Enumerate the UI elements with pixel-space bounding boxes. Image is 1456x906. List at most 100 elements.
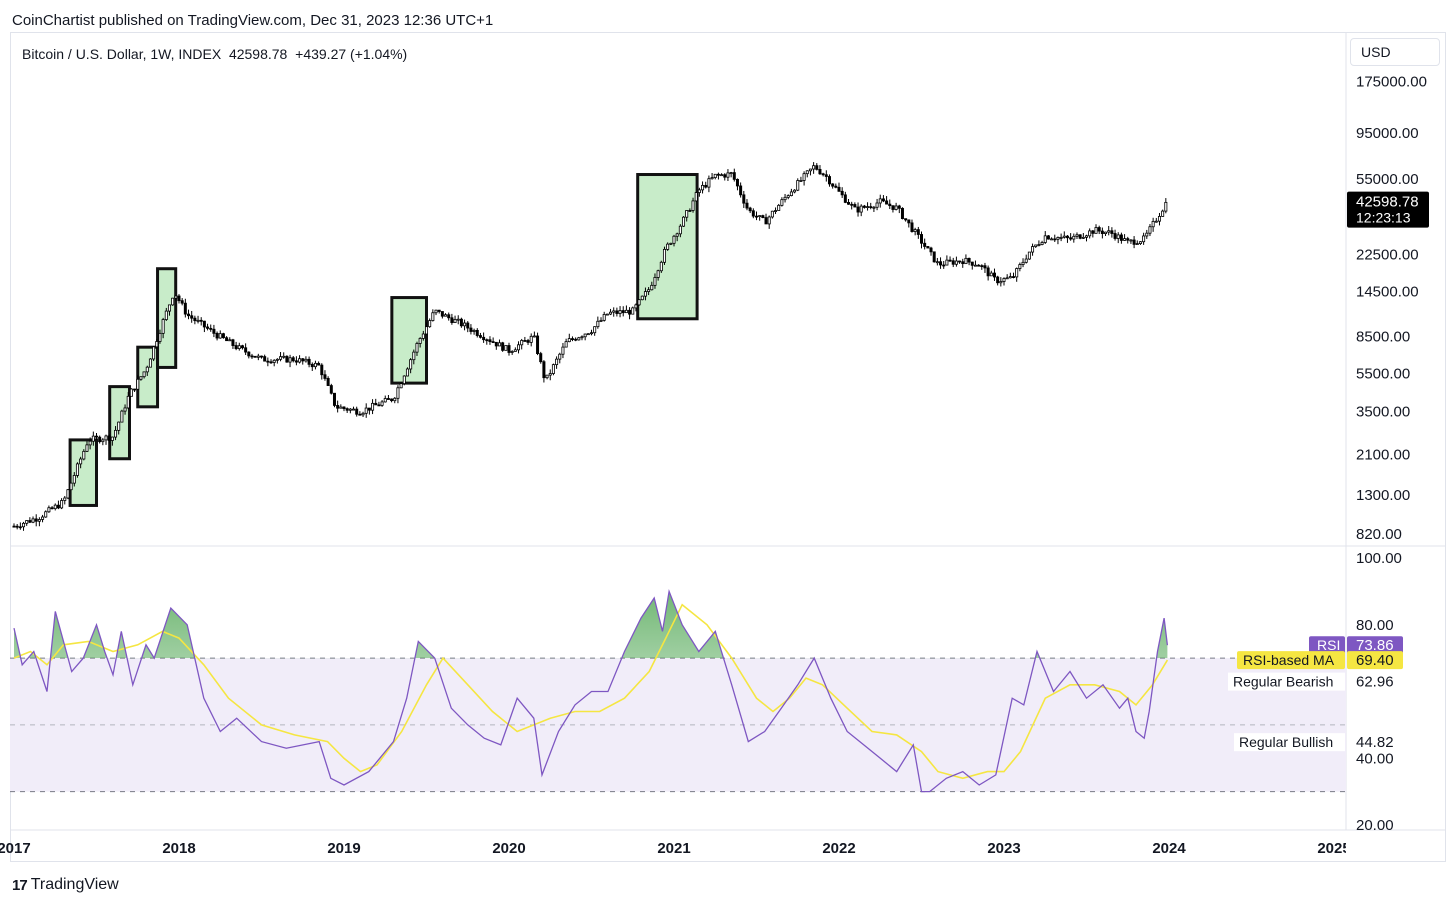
price-candle	[1034, 244, 1038, 247]
rsi-ma-line	[13, 603, 1169, 780]
price-candle	[307, 358, 311, 365]
price-candle	[774, 210, 778, 212]
price-candle	[783, 196, 787, 201]
price-candle	[697, 189, 701, 193]
price-candle	[561, 346, 565, 355]
price-candle	[713, 173, 717, 178]
price-candle	[374, 402, 378, 406]
price-candle	[469, 327, 473, 332]
price-candle	[190, 315, 194, 319]
price-candle	[929, 247, 933, 253]
price-candle	[244, 347, 248, 353]
price-candle	[1078, 234, 1082, 239]
tradingview-brand[interactable]: 17 TradingView	[12, 876, 119, 894]
price-candle	[1094, 227, 1098, 234]
price-candle	[935, 261, 939, 264]
price-candle	[167, 304, 171, 312]
price-candle	[206, 326, 210, 329]
price-candle	[1151, 221, 1155, 228]
price-candle	[656, 270, 660, 278]
price-candle	[466, 322, 470, 329]
price-candle	[152, 346, 156, 360]
price-candle	[412, 351, 416, 361]
price-candle	[329, 385, 333, 394]
price-candle	[396, 387, 400, 399]
price-candle	[678, 225, 682, 235]
price-candle	[212, 328, 216, 334]
price-candle	[840, 190, 844, 196]
time-tick-label: 2022	[822, 840, 855, 857]
price-candle	[488, 339, 492, 343]
price-candle	[954, 260, 958, 265]
price-candle	[380, 401, 384, 406]
price-candle	[228, 339, 232, 342]
price-candle	[958, 260, 962, 263]
price-candle	[193, 317, 197, 322]
price-candle	[609, 311, 613, 315]
price-candle	[1132, 239, 1136, 245]
price-candle	[926, 246, 930, 249]
price-candle	[447, 314, 451, 319]
price-candle	[599, 319, 603, 322]
price-candle	[1018, 264, 1022, 269]
price-candle	[669, 242, 673, 245]
price-candle	[263, 356, 267, 362]
price-candle	[615, 310, 619, 314]
price-candle	[79, 458, 83, 465]
price-tick-label: 55000.00	[1356, 171, 1419, 188]
price-candle	[904, 218, 908, 221]
price-candle	[348, 408, 352, 411]
price-candle	[948, 259, 952, 262]
price-candle	[301, 358, 305, 362]
price-candle	[513, 349, 517, 352]
price-candle	[478, 335, 482, 338]
price-candle	[574, 338, 578, 341]
currency-selector[interactable]: USD	[1350, 38, 1440, 66]
price-candle	[920, 234, 924, 244]
price-candle	[526, 340, 530, 343]
price-candle	[444, 314, 448, 317]
price-candle	[691, 200, 695, 211]
price-candle	[326, 378, 330, 386]
price-candle	[1053, 238, 1057, 241]
price-candle	[688, 210, 692, 212]
price-candle	[114, 429, 118, 438]
price-candle	[862, 205, 866, 208]
price-candle	[117, 421, 121, 431]
price-candle	[729, 172, 733, 174]
price-candle	[1012, 276, 1016, 278]
rsi-tick-label: 80.00	[1356, 617, 1394, 634]
price-candle	[158, 332, 162, 342]
price-candle	[834, 185, 838, 188]
price-candle	[98, 436, 102, 443]
rsi-tick-label: 20.00	[1356, 817, 1394, 834]
price-candle	[463, 322, 467, 327]
ma-label-badge	[1237, 651, 1345, 670]
price-candle	[225, 337, 229, 342]
price-candle	[602, 314, 606, 321]
rsi-tick-label: 40.00	[1356, 750, 1394, 767]
price-candle	[231, 339, 235, 346]
price-candle	[53, 504, 57, 510]
price-candle	[900, 207, 904, 220]
price-candle	[812, 165, 816, 170]
time-tick-label: 2019	[327, 840, 360, 857]
price-candle	[428, 320, 432, 328]
price-candle	[164, 310, 168, 320]
price-candle	[47, 507, 51, 513]
price-candle	[875, 202, 879, 208]
price-candle	[415, 343, 419, 353]
price-candle	[520, 340, 524, 346]
price-candle	[913, 229, 917, 232]
price-candle	[1002, 278, 1006, 282]
price-candle	[1148, 226, 1152, 234]
price-candle	[18, 526, 22, 529]
price-candle	[704, 184, 708, 188]
price-candle	[221, 333, 225, 339]
price-candle	[1065, 235, 1069, 239]
price-candle	[539, 353, 543, 363]
price-candle	[409, 359, 413, 370]
price-candle	[710, 177, 714, 180]
price-candle	[847, 202, 851, 205]
